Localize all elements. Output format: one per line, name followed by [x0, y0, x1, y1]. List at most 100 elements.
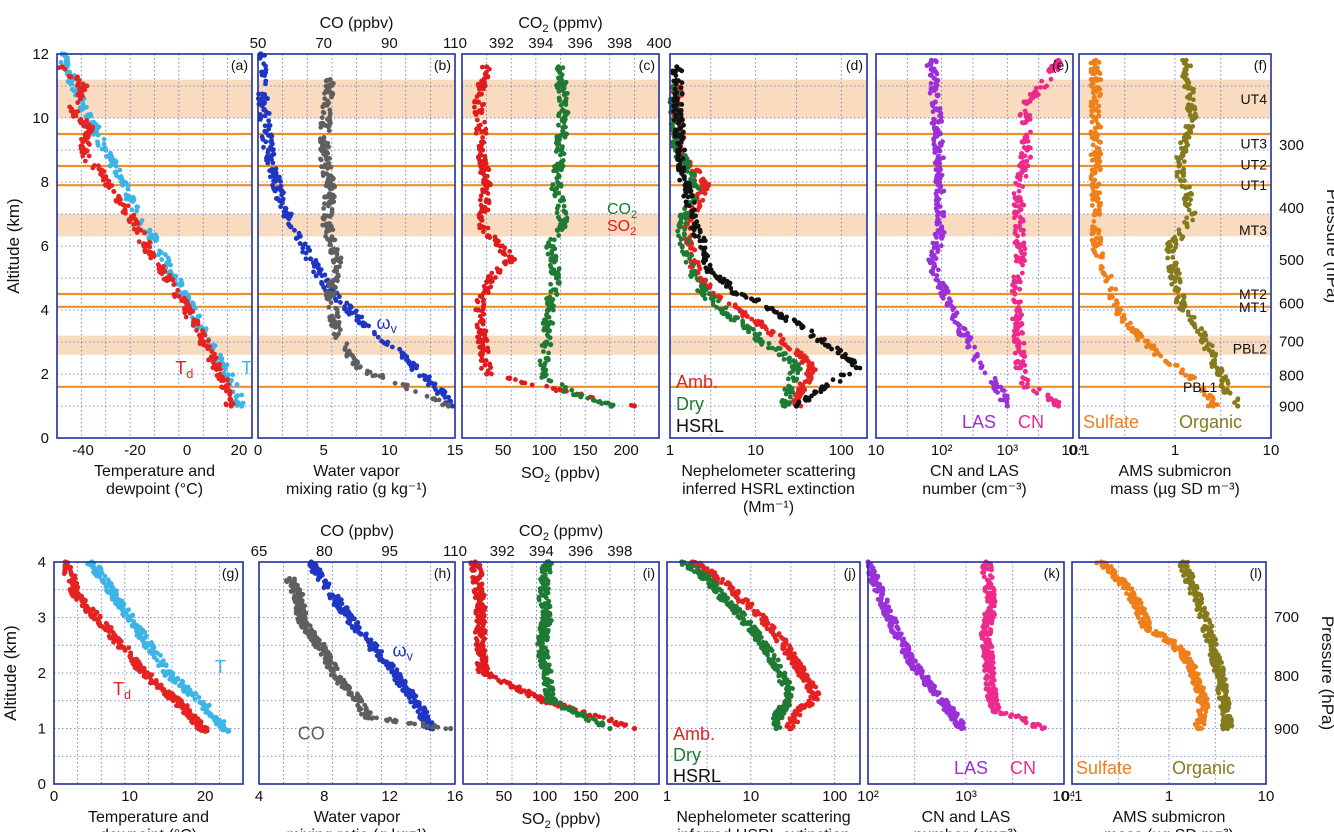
data-point [380, 372, 385, 378]
data-point [224, 362, 230, 368]
data-point [314, 644, 320, 650]
data-point [170, 670, 176, 676]
data-point [1095, 77, 1101, 82]
data-point [478, 225, 484, 230]
data-point [485, 347, 490, 353]
data-point [934, 273, 940, 278]
data-point [346, 617, 352, 623]
y-tick-label: 4 [41, 302, 49, 319]
data-point [240, 400, 246, 406]
data-point [429, 380, 435, 386]
data-point [265, 150, 271, 156]
data-point [733, 304, 739, 310]
data-point [1185, 94, 1190, 100]
data-point [1183, 373, 1188, 378]
data-point [364, 637, 370, 642]
layer-label: UT2 [1241, 156, 1268, 172]
data-point [103, 620, 109, 626]
data-point [700, 189, 706, 195]
data-point [150, 251, 156, 257]
data-point [1186, 134, 1192, 140]
data-point [723, 284, 729, 289]
data-point [941, 213, 947, 219]
data-point [569, 387, 575, 393]
data-point [935, 213, 940, 219]
data-point [118, 179, 124, 185]
data-point [303, 256, 309, 262]
data-point [224, 377, 230, 382]
data-point [334, 268, 340, 274]
data-point [563, 96, 569, 102]
data-point [935, 249, 941, 255]
data-point [199, 324, 204, 330]
data-point [557, 98, 562, 104]
data-point [1205, 395, 1211, 401]
x-axis-title: (Mm⁻¹) [743, 499, 794, 516]
data-point [68, 74, 74, 80]
data-point [476, 83, 481, 89]
data-point [296, 604, 302, 609]
data-point [432, 724, 437, 730]
data-point [726, 301, 732, 307]
layer-band [670, 214, 867, 237]
data-point [1046, 395, 1052, 401]
y-tick-label: 1 [38, 721, 46, 738]
data-point [134, 632, 140, 638]
data-point [482, 153, 488, 159]
data-point [791, 317, 797, 323]
data-points [61, 559, 232, 734]
data-point [679, 80, 685, 86]
series-annotation: T [241, 358, 252, 378]
data-point [676, 110, 682, 116]
data-point [781, 356, 787, 362]
x-tick-label: 8 [320, 788, 328, 805]
layer-label: PBL1 [1183, 379, 1217, 395]
data-point [182, 308, 188, 313]
data-point [934, 221, 940, 227]
data-point [324, 228, 330, 234]
data-point [136, 239, 142, 245]
data-point [595, 399, 601, 405]
data-point [1091, 218, 1097, 224]
data-point [796, 362, 802, 368]
data-point [1211, 402, 1217, 408]
data-point [1092, 149, 1098, 155]
data-point [486, 66, 492, 72]
data-point [529, 382, 535, 388]
data-points [667, 64, 863, 409]
data-point [479, 353, 485, 359]
data-point [270, 169, 276, 175]
data-point [1001, 388, 1007, 394]
data-point [218, 352, 223, 358]
data-point [1013, 321, 1018, 327]
data-point [480, 187, 485, 193]
data-point [269, 133, 275, 139]
series-annotation: CO [298, 724, 325, 744]
data-point [84, 148, 90, 154]
data-point [344, 353, 350, 359]
data-point [675, 156, 681, 162]
data-point [680, 134, 686, 140]
data-point [126, 193, 132, 199]
data-point [805, 371, 810, 377]
x-tick-label: 5 [319, 442, 327, 459]
x-axis-title: mass (µg SD m⁻³) [1110, 481, 1240, 498]
data-point [1016, 188, 1022, 194]
data-point [291, 579, 297, 585]
data-point [715, 298, 721, 304]
data-point [344, 341, 350, 347]
data-point [553, 257, 559, 263]
data-point [234, 382, 240, 387]
data-point [331, 194, 337, 200]
data-point [85, 112, 91, 118]
data-point [1187, 317, 1193, 323]
data-point [796, 399, 802, 405]
data-point [671, 117, 677, 123]
data-point [324, 77, 330, 83]
data-point [680, 129, 686, 135]
data-point [1219, 382, 1224, 388]
data-point [785, 376, 791, 382]
data-point [496, 238, 501, 244]
data-point [944, 285, 950, 291]
data-point [103, 147, 109, 153]
